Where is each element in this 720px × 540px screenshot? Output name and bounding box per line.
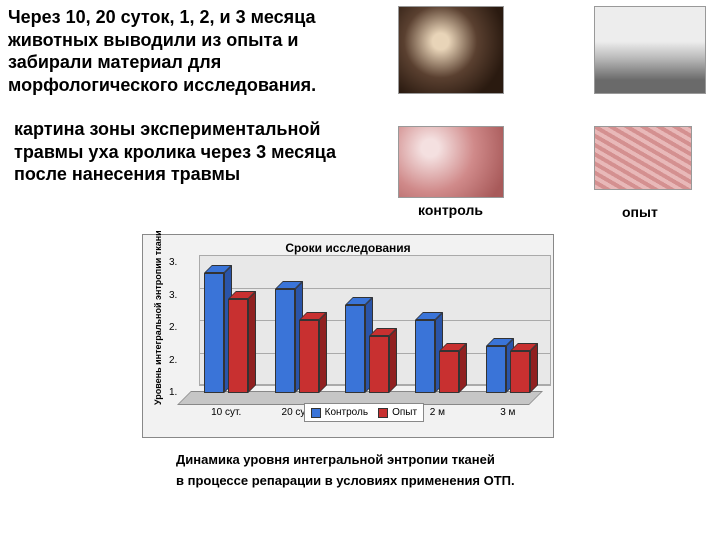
photo-histology-experiment: [594, 126, 692, 190]
chart-bar: [486, 346, 506, 393]
legend-item: Контроль: [311, 407, 368, 418]
chart-bar: [415, 320, 435, 393]
chart-bar-side: [248, 291, 256, 393]
legend-label: Опыт: [392, 407, 417, 418]
chart-bar: [228, 299, 248, 393]
chart-y-tick: 1.: [169, 387, 177, 398]
entropy-chart: Сроки исследования Уровень интегральной …: [142, 234, 554, 438]
chart-caption: Динамика уровня интегральной энтропии тк…: [176, 450, 596, 492]
chart-bar: [439, 351, 459, 393]
chart-bar-side: [319, 312, 327, 393]
legend-item: Опыт: [378, 407, 417, 418]
legend-swatch: [311, 408, 321, 418]
photo-animal: [398, 6, 504, 94]
chart-x-tick: 3 м: [478, 407, 538, 418]
photo-samples: [594, 6, 706, 94]
paragraph-2: картина зоны экспериментальной травмы ух…: [14, 118, 374, 186]
caption-control: контроль: [418, 202, 483, 218]
chart-y-label: Уровень интегральной энтропии ткани: [153, 230, 163, 405]
chart-bar: [345, 305, 365, 393]
chart-y-tick: 3.: [169, 257, 177, 268]
legend-swatch: [378, 408, 388, 418]
chart-y-tick: 2.: [169, 322, 177, 333]
chart-x-tick: 10 сут.: [196, 407, 256, 418]
caption-experiment: опыт: [622, 204, 658, 220]
chart-bar: [369, 336, 389, 393]
chart-gridline: [199, 288, 551, 289]
chart-caption-line-1: Динамика уровня интегральной энтропии тк…: [176, 450, 596, 471]
chart-bar-side: [530, 343, 538, 393]
chart-bar: [299, 320, 319, 393]
chart-gridline: [199, 255, 551, 256]
chart-bar: [510, 351, 530, 393]
chart-y-tick: 2.: [169, 355, 177, 366]
chart-caption-line-2: в процессе репарации в условиях применен…: [176, 471, 596, 492]
chart-bar-side: [389, 328, 397, 393]
photo-histology-control: [398, 126, 504, 198]
paragraph-1: Через 10, 20 суток, 1, 2, и 3 месяца жив…: [8, 6, 368, 96]
chart-bar: [204, 273, 224, 393]
legend-label: Контроль: [325, 407, 368, 418]
chart-bar: [275, 289, 295, 393]
chart-legend: Контроль Опыт: [304, 403, 424, 422]
chart-title: Сроки исследования: [143, 241, 553, 255]
chart-y-tick: 3.: [169, 290, 177, 301]
